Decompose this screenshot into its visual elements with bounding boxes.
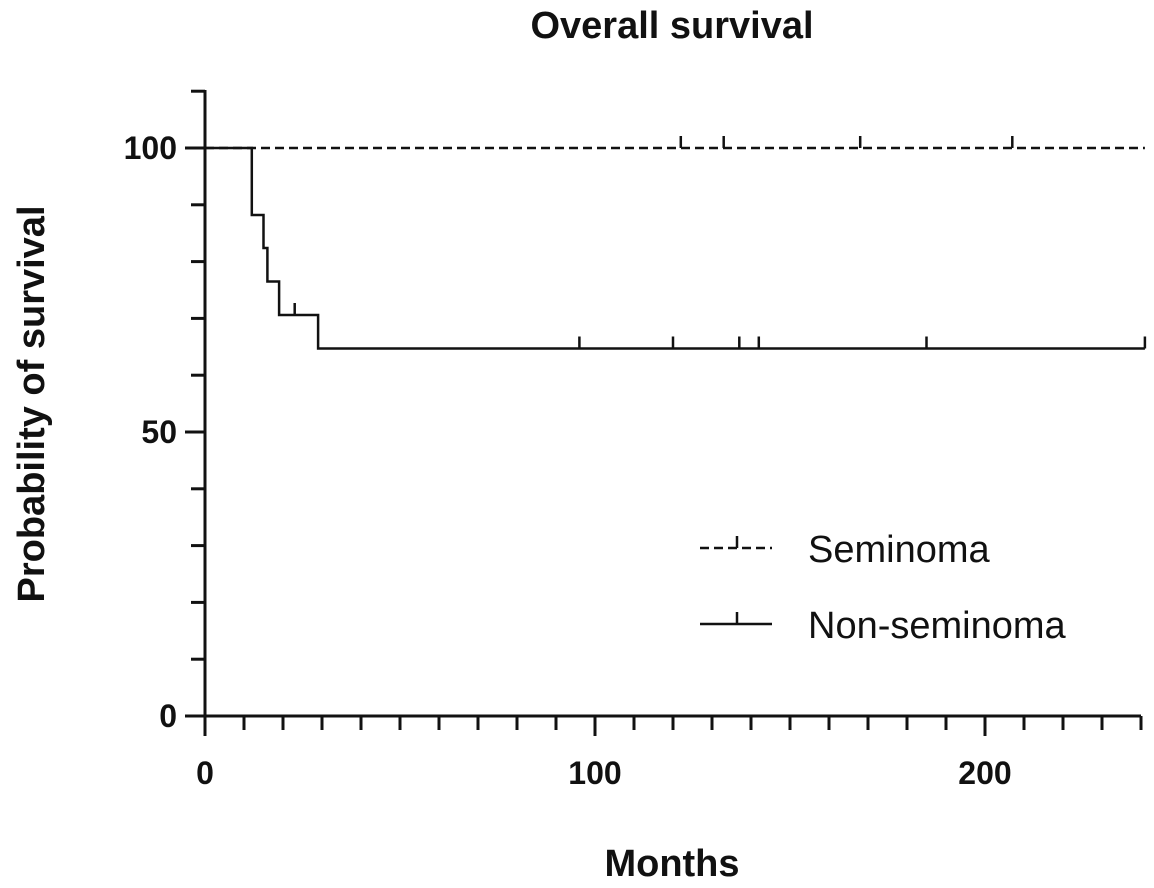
chart-title: Overall survival — [530, 5, 813, 47]
legend-item-seminoma: Seminoma — [700, 529, 990, 571]
y-axis-label: Probability of survival — [11, 206, 53, 603]
series-line-non-seminoma — [205, 146, 1145, 350]
legend-item-non-seminoma: Non-seminoma — [700, 605, 1067, 647]
y-tick-label: 50 — [141, 414, 177, 450]
plot-area — [205, 136, 1147, 350]
y-tick-label: 0 — [159, 698, 177, 734]
x-tick-label: 200 — [958, 755, 1011, 791]
x-axis-label: Months — [604, 843, 739, 885]
legend: Seminoma Non-seminoma — [700, 529, 1067, 647]
y-tick-label: 100 — [124, 130, 177, 166]
axes: 0 50 100 0 100 200 — [124, 89, 1143, 791]
x-tick-label: 100 — [568, 755, 621, 791]
legend-label-non-seminoma: Non-seminoma — [808, 605, 1067, 647]
legend-label-seminoma: Seminoma — [808, 529, 990, 571]
x-tick-label: 0 — [196, 755, 214, 791]
